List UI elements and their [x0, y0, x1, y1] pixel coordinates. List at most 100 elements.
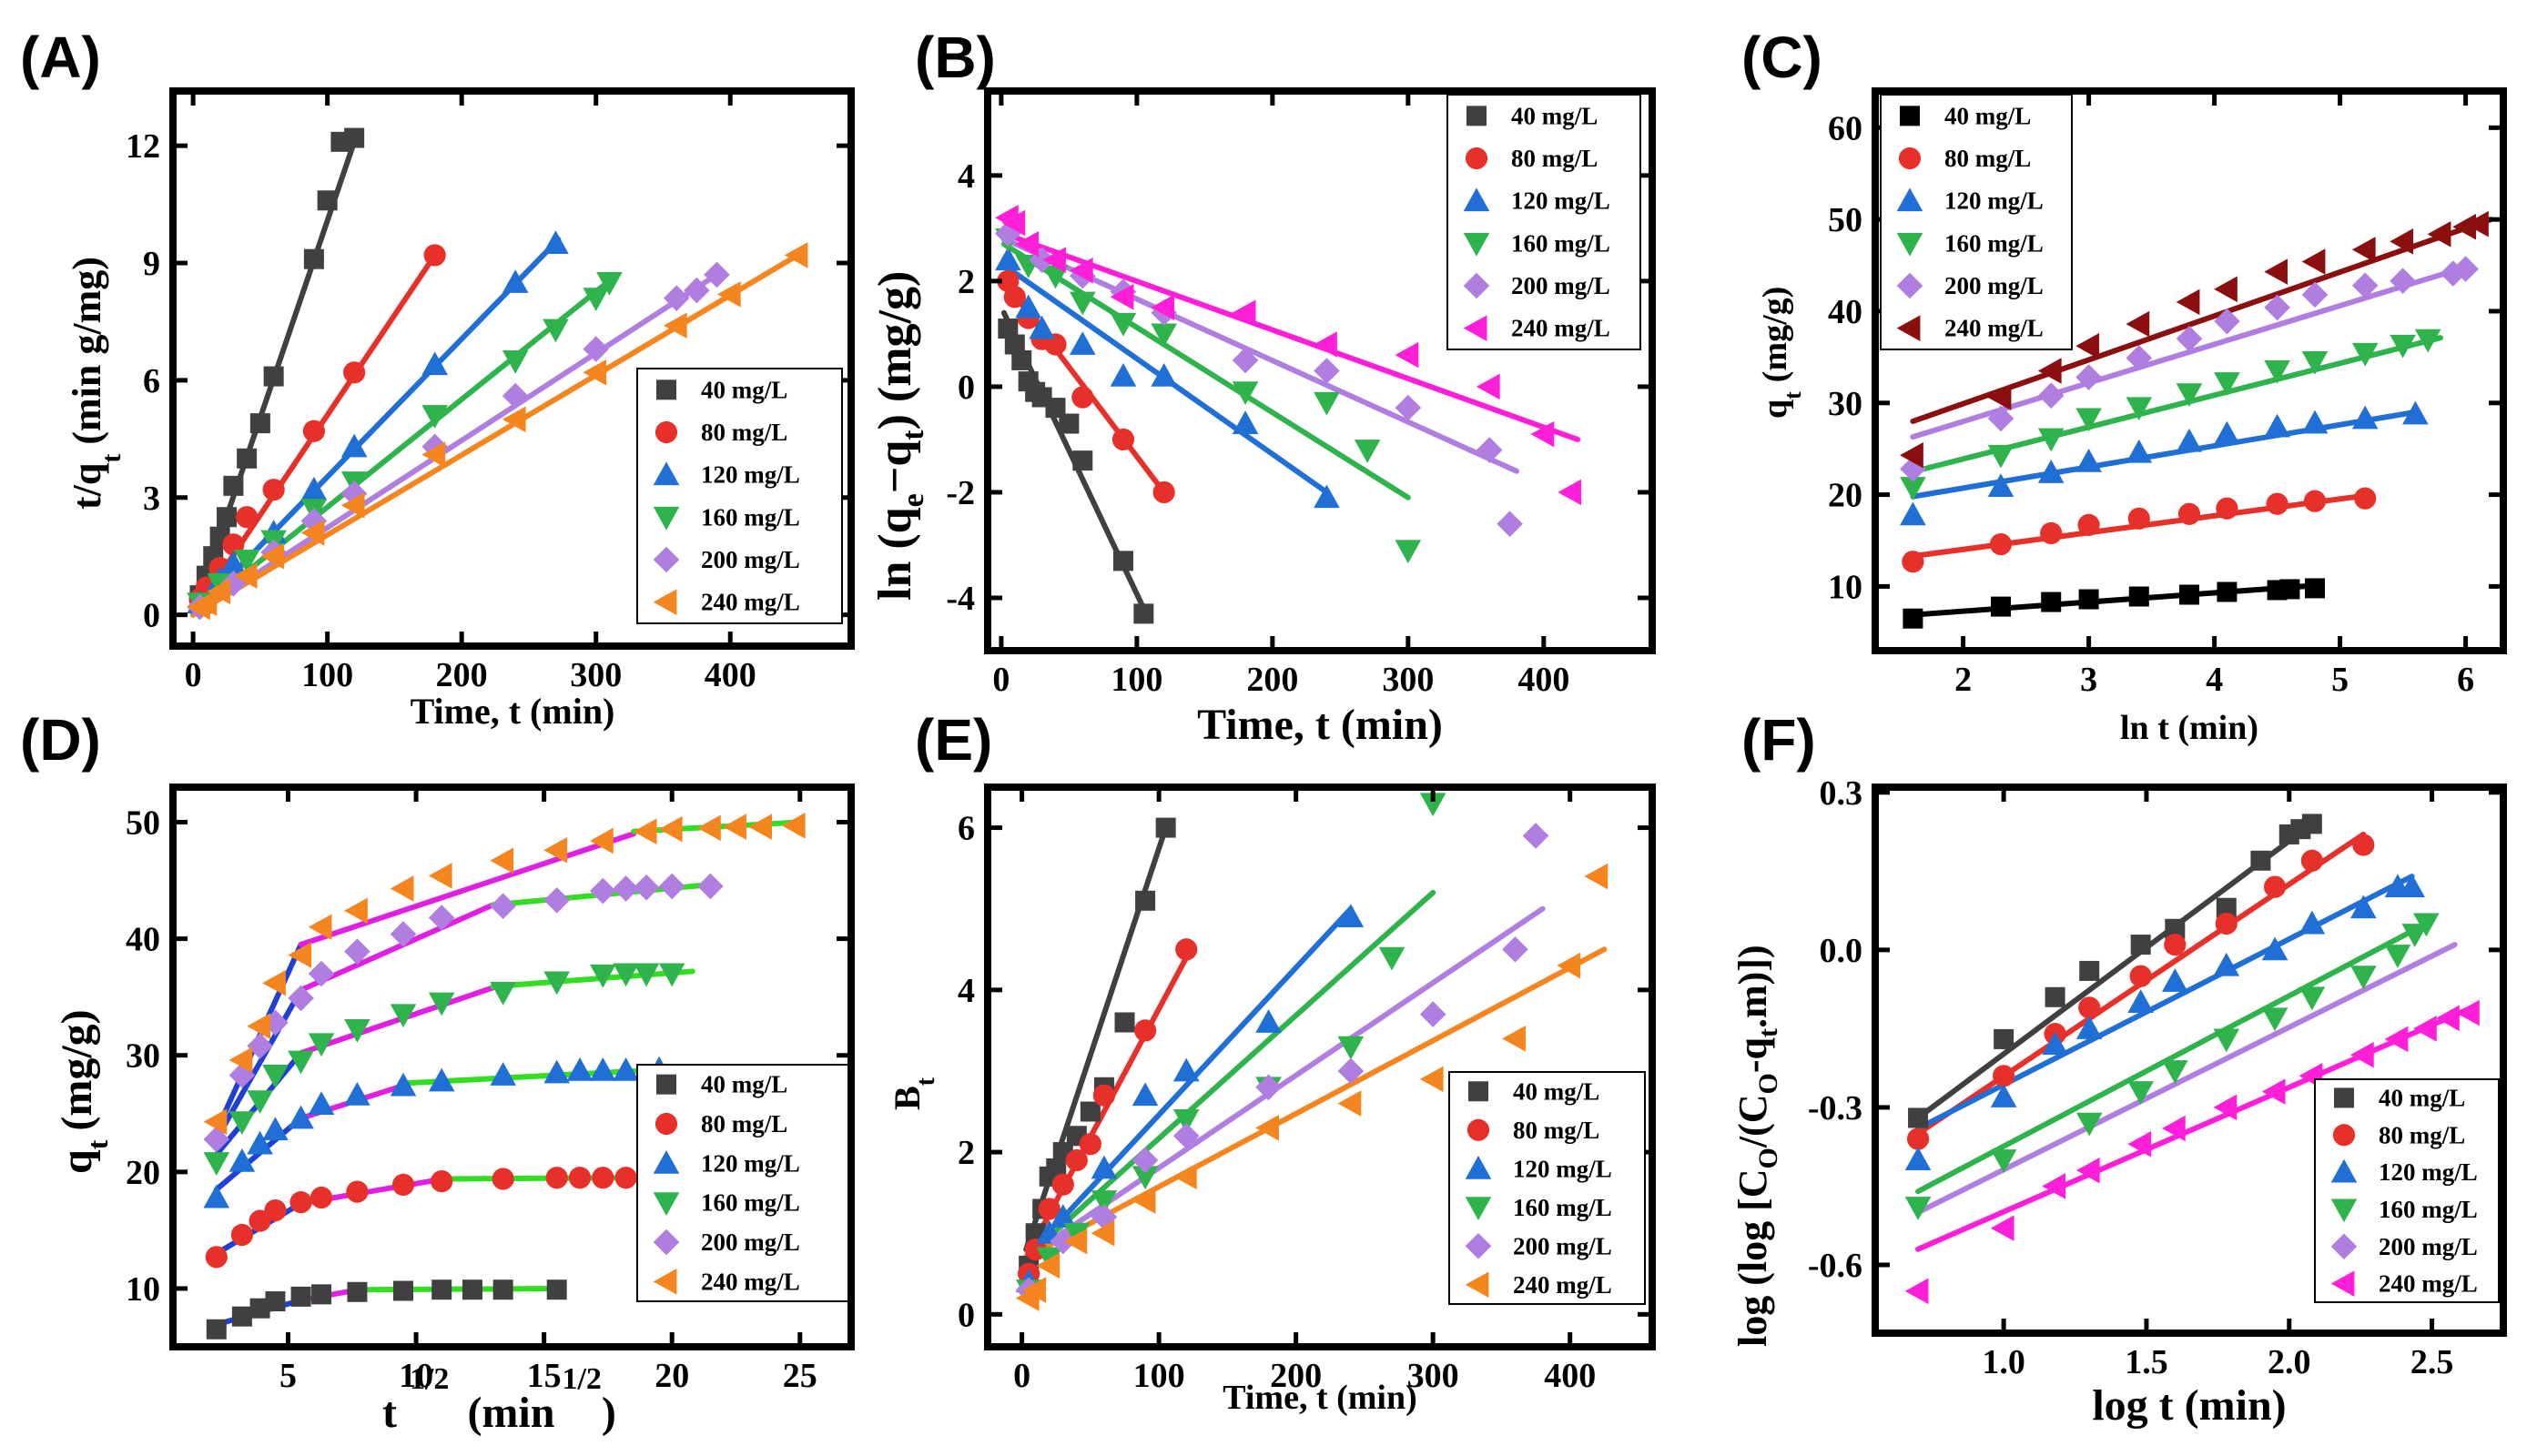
legend-label: 160 mg/L: [1513, 1194, 1612, 1221]
data-point: [2352, 834, 2375, 856]
y-tick-label: -0.6: [1808, 1247, 1862, 1285]
legend-box: [636, 368, 843, 624]
data-point: [1069, 291, 1096, 316]
data-point: [1314, 391, 1340, 416]
data-point: [203, 1184, 230, 1208]
data-point: [1155, 817, 1176, 838]
x-tick-label: 400: [1544, 1357, 1596, 1395]
legend-marker: [1896, 272, 1923, 299]
legend-marker: [1896, 232, 1923, 257]
y-tick-label: 40: [126, 921, 160, 959]
data-point: [262, 1117, 289, 1141]
data-point: [1900, 441, 1923, 469]
data-point: [2266, 492, 2288, 515]
axis-label-part: 1/2: [562, 1362, 601, 1396]
data-point: [2130, 935, 2151, 956]
axis-label-part: log (log [C: [1730, 1168, 1775, 1347]
data-point: [249, 1298, 270, 1319]
data-point: [2299, 910, 2326, 935]
data-point: [262, 969, 286, 996]
x-axis-title-d: t1/2(min1/2): [382, 1362, 616, 1437]
data-point: [2261, 936, 2288, 961]
data-point: [2279, 579, 2300, 600]
data-point: [1991, 596, 2011, 617]
data-point: [2164, 933, 2187, 956]
data-point: [2075, 449, 2102, 472]
data-point: [2127, 507, 2150, 530]
data-point: [2250, 850, 2271, 871]
legend-label: 40 mg/L: [1511, 102, 1598, 129]
data-point: [1987, 384, 2012, 411]
data-point: [583, 336, 610, 362]
data-point: [2384, 1026, 2409, 1053]
legend-label: 80 mg/L: [701, 1110, 787, 1138]
data-point: [1522, 823, 1549, 849]
axis-label-part: t: [1753, 1028, 1783, 1037]
data-point: [583, 359, 607, 386]
data-point: [2264, 413, 2290, 438]
data-point: [344, 897, 368, 925]
data-point: [203, 1108, 228, 1136]
y-tick-label: 40: [1828, 293, 1862, 331]
data-point: [2126, 439, 2153, 463]
data-point: [1900, 477, 1926, 500]
data-point: [2075, 1016, 2103, 1039]
axis-label-part: (mg/g): [1756, 287, 1794, 383]
data-point: [346, 1180, 369, 1203]
data-point: [704, 261, 730, 288]
legend-label: 120 mg/L: [1513, 1155, 1612, 1182]
data-point: [1337, 1036, 1365, 1060]
x-tick-label: 200: [436, 656, 488, 694]
legend-marker: [656, 1074, 676, 1095]
data-point: [2040, 521, 2063, 545]
data-point: [2213, 1028, 2240, 1053]
data-point: [543, 1059, 570, 1084]
data-point: [590, 877, 616, 905]
data-point: [1419, 1066, 1444, 1093]
data-point: [2299, 986, 2326, 1011]
data-point: [391, 1173, 415, 1197]
y-tick-label: 6: [958, 810, 975, 848]
data-point: [206, 1319, 227, 1340]
data-point: [2176, 428, 2203, 452]
x-tick-label: 3: [2080, 661, 2097, 699]
legend-marker: [2330, 1233, 2358, 1260]
legend-marker: [2332, 1124, 2356, 1147]
data-point: [1900, 456, 1926, 482]
axis-label-part: t: [382, 1389, 397, 1437]
data-point: [2351, 237, 2376, 263]
data-point: [1152, 480, 1175, 504]
legend-marker: [2330, 1270, 2355, 1297]
data-point: [2077, 513, 2100, 536]
axis-label-part: O: [1753, 1073, 1783, 1094]
legend-label: 120 mg/L: [701, 461, 800, 489]
data-point: [490, 1062, 516, 1086]
y-tick-label: 0: [143, 597, 160, 635]
data-point: [228, 1148, 256, 1172]
data-point: [1908, 1107, 1929, 1128]
data-point: [1050, 1228, 1077, 1255]
data-point: [1987, 405, 2014, 432]
data-point: [502, 406, 526, 433]
legend-marker: [655, 420, 678, 444]
data-point: [1072, 450, 1093, 471]
legend-label: 80 mg/L: [1511, 145, 1598, 172]
data-point: [223, 475, 244, 496]
data-point: [568, 1167, 592, 1189]
legend-marker: [653, 546, 680, 573]
data-point: [1255, 1074, 1282, 1101]
x-tick-label: 200: [1270, 1357, 1322, 1395]
data-point: [633, 818, 657, 844]
fit-line: [190, 276, 615, 618]
data-point: [344, 1081, 370, 1106]
data-point: [247, 1130, 273, 1155]
legend-marker: [653, 1269, 677, 1295]
legend-box: [1880, 94, 2073, 350]
chart-panel-d: 5 10 15 20 25 10 20 30 40 50 40 mg/L 80 mg/L 120 mg/…: [126, 784, 855, 1395]
legend-box: [1446, 94, 1641, 350]
axis-label-part: B: [887, 1086, 928, 1110]
data-point: [262, 1065, 289, 1088]
data-point: [1091, 1219, 1115, 1247]
y-tick-label: 10: [126, 1270, 160, 1309]
legend-label: 160 mg/L: [1511, 229, 1610, 257]
